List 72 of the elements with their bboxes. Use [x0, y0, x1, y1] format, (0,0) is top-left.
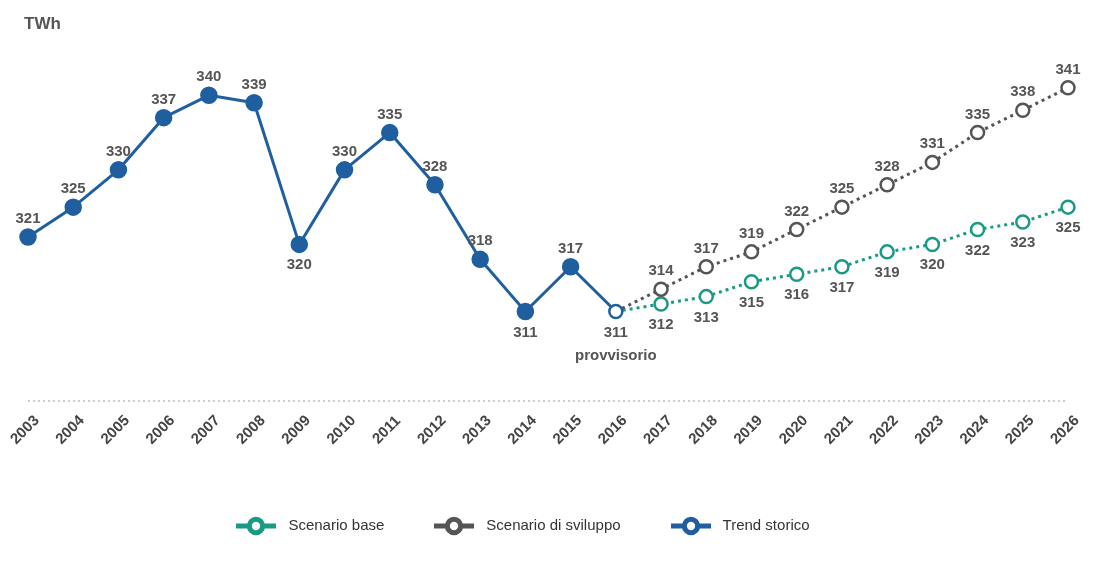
data-label: 330: [105, 141, 131, 159]
point: [743, 244, 760, 260]
point: [561, 258, 580, 276]
annotation: provvisorio: [574, 345, 657, 363]
data-label: 328: [874, 156, 900, 174]
data-label: 340: [196, 67, 222, 85]
point: [969, 124, 986, 141]
data-label: 311: [603, 322, 628, 340]
data-label: 325: [829, 179, 855, 197]
point: [1015, 102, 1031, 118]
point: [245, 93, 263, 112]
point: [426, 176, 444, 194]
point: [290, 235, 309, 254]
data-label: 341: [1055, 59, 1081, 77]
point: [698, 288, 715, 305]
data-label: 311: [513, 322, 538, 340]
point: [516, 302, 535, 321]
point: [924, 154, 941, 171]
y-axis-title: TWh: [24, 14, 61, 34]
data-label: 331: [919, 134, 945, 152]
data-label: 338: [1010, 82, 1036, 100]
data-label: 322: [965, 240, 991, 258]
point: [653, 281, 669, 297]
point: [1060, 199, 1076, 215]
data-label: 315: [738, 292, 764, 310]
point: [653, 296, 669, 312]
point: [879, 177, 895, 193]
point: [743, 273, 760, 290]
data-label: 317: [829, 277, 855, 295]
data-label: 317: [558, 238, 584, 256]
data-label: 328: [422, 156, 448, 174]
data-label: 335: [965, 104, 991, 122]
point: [879, 244, 895, 260]
data-label: 339: [241, 74, 267, 92]
point: [19, 228, 37, 246]
legend-label: Scenario base: [288, 515, 385, 533]
data-label: 321: [15, 208, 41, 226]
data-label: 320: [286, 255, 312, 273]
point: [834, 259, 850, 275]
point: [1060, 80, 1076, 96]
point: [109, 161, 128, 179]
legend-label: Scenario di sviluppo: [486, 515, 621, 533]
point: [335, 161, 354, 179]
data-label: 337: [151, 89, 177, 107]
point: [969, 221, 986, 238]
point: [380, 123, 399, 142]
data-label: 317: [693, 238, 719, 256]
point: [154, 108, 173, 127]
data-label: 320: [919, 255, 945, 273]
point: [64, 198, 82, 216]
data-label: 312: [648, 315, 674, 333]
point: [471, 250, 489, 269]
data-label: 319: [874, 262, 900, 280]
data-label: 316: [784, 285, 810, 303]
data-label: 314: [648, 261, 675, 279]
data-label: 318: [467, 231, 493, 249]
point: [200, 86, 218, 105]
legend-label: Trend storico: [722, 515, 810, 533]
data-label: 313: [693, 307, 719, 325]
data-label: 335: [377, 104, 403, 122]
data-label: 330: [332, 141, 358, 159]
data-label: 325: [1055, 218, 1081, 236]
data-label: 325: [60, 179, 86, 197]
point: [698, 259, 715, 275]
data-label: 319: [738, 223, 764, 241]
point: [1015, 214, 1031, 230]
data-label: 323: [1010, 233, 1036, 251]
data-label: 322: [784, 201, 810, 219]
point: [788, 221, 805, 238]
point: [788, 266, 805, 282]
point: [834, 199, 850, 215]
point: [924, 236, 941, 253]
